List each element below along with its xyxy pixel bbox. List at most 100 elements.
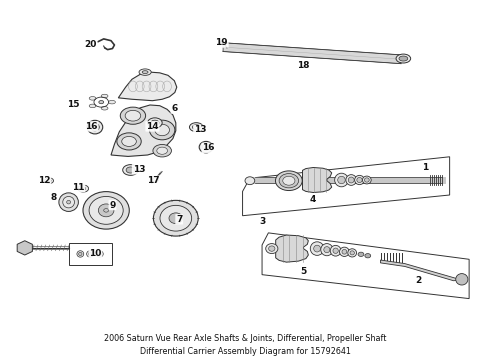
- Ellipse shape: [193, 125, 200, 130]
- Ellipse shape: [83, 192, 129, 229]
- Ellipse shape: [275, 171, 302, 190]
- Ellipse shape: [117, 133, 141, 150]
- Ellipse shape: [47, 180, 51, 182]
- Text: 16: 16: [85, 122, 98, 131]
- Ellipse shape: [346, 175, 357, 185]
- Text: 6: 6: [171, 104, 177, 113]
- Ellipse shape: [104, 208, 109, 212]
- Ellipse shape: [89, 96, 96, 100]
- Polygon shape: [302, 167, 332, 193]
- Ellipse shape: [98, 252, 101, 256]
- Polygon shape: [276, 235, 308, 262]
- Ellipse shape: [67, 201, 71, 204]
- Text: 4: 4: [310, 195, 317, 204]
- Ellipse shape: [456, 274, 468, 285]
- Ellipse shape: [279, 174, 298, 188]
- Text: 17: 17: [147, 176, 160, 185]
- Ellipse shape: [330, 246, 341, 256]
- Ellipse shape: [125, 111, 141, 121]
- Text: 5: 5: [300, 267, 307, 276]
- Text: 2006 Saturn Vue Rear Axle Shafts & Joints, Differential, Propeller Shaft: 2006 Saturn Vue Rear Axle Shafts & Joint…: [104, 334, 386, 343]
- Ellipse shape: [348, 249, 357, 257]
- Ellipse shape: [160, 205, 192, 231]
- Ellipse shape: [151, 120, 159, 126]
- Text: 16: 16: [202, 143, 215, 152]
- Ellipse shape: [340, 247, 349, 256]
- Text: 14: 14: [146, 122, 159, 131]
- Text: 18: 18: [297, 61, 310, 70]
- Text: 3: 3: [259, 217, 265, 226]
- Ellipse shape: [357, 177, 362, 183]
- Ellipse shape: [157, 147, 168, 154]
- Ellipse shape: [88, 252, 92, 256]
- Ellipse shape: [99, 100, 104, 104]
- Text: 9: 9: [109, 201, 116, 210]
- Polygon shape: [380, 260, 462, 281]
- Ellipse shape: [109, 100, 116, 104]
- Ellipse shape: [324, 247, 330, 253]
- Ellipse shape: [190, 123, 203, 132]
- Ellipse shape: [333, 248, 338, 253]
- Ellipse shape: [169, 213, 183, 224]
- Ellipse shape: [101, 94, 108, 98]
- Ellipse shape: [78, 185, 89, 192]
- Polygon shape: [223, 43, 401, 64]
- Text: 2: 2: [415, 275, 421, 284]
- Ellipse shape: [87, 251, 94, 257]
- Ellipse shape: [89, 104, 96, 108]
- Polygon shape: [111, 105, 176, 157]
- Polygon shape: [17, 241, 32, 255]
- Ellipse shape: [101, 107, 108, 110]
- Text: 15: 15: [67, 100, 80, 109]
- Text: 1: 1: [422, 163, 428, 172]
- Ellipse shape: [147, 118, 162, 128]
- Polygon shape: [118, 72, 177, 101]
- Text: 13: 13: [194, 126, 206, 135]
- Ellipse shape: [98, 204, 114, 217]
- Ellipse shape: [338, 176, 345, 184]
- Ellipse shape: [283, 176, 295, 185]
- Ellipse shape: [152, 177, 159, 183]
- Ellipse shape: [342, 249, 347, 254]
- Ellipse shape: [335, 173, 348, 187]
- Ellipse shape: [77, 251, 84, 257]
- Ellipse shape: [45, 178, 53, 184]
- Ellipse shape: [350, 251, 354, 255]
- Ellipse shape: [153, 144, 172, 157]
- Text: 20: 20: [84, 40, 97, 49]
- Ellipse shape: [59, 193, 78, 211]
- Ellipse shape: [355, 175, 365, 185]
- Text: 13: 13: [132, 165, 145, 174]
- Ellipse shape: [78, 252, 82, 256]
- Ellipse shape: [149, 120, 175, 140]
- Ellipse shape: [399, 56, 408, 61]
- Ellipse shape: [245, 177, 255, 185]
- Ellipse shape: [363, 176, 371, 184]
- Ellipse shape: [321, 244, 333, 256]
- Text: 12: 12: [38, 176, 50, 185]
- Text: 11: 11: [72, 183, 85, 192]
- Ellipse shape: [122, 136, 136, 147]
- Ellipse shape: [365, 253, 371, 258]
- Ellipse shape: [142, 71, 148, 73]
- Ellipse shape: [348, 177, 354, 183]
- Ellipse shape: [89, 197, 123, 224]
- Ellipse shape: [153, 201, 198, 236]
- Ellipse shape: [87, 120, 103, 134]
- Ellipse shape: [396, 54, 411, 63]
- Text: Differential Carrier Assembly Diagram for 15792641: Differential Carrier Assembly Diagram fo…: [140, 347, 350, 356]
- Ellipse shape: [81, 187, 86, 190]
- Ellipse shape: [365, 178, 369, 182]
- Text: 19: 19: [215, 38, 228, 47]
- Ellipse shape: [122, 165, 138, 175]
- Ellipse shape: [269, 246, 275, 251]
- Ellipse shape: [202, 144, 210, 150]
- Ellipse shape: [199, 141, 213, 153]
- Ellipse shape: [126, 167, 135, 173]
- Text: 10: 10: [89, 249, 101, 258]
- Text: 8: 8: [51, 193, 57, 202]
- Ellipse shape: [266, 244, 278, 253]
- Ellipse shape: [91, 123, 99, 131]
- Ellipse shape: [314, 245, 320, 252]
- Bar: [69, 243, 113, 265]
